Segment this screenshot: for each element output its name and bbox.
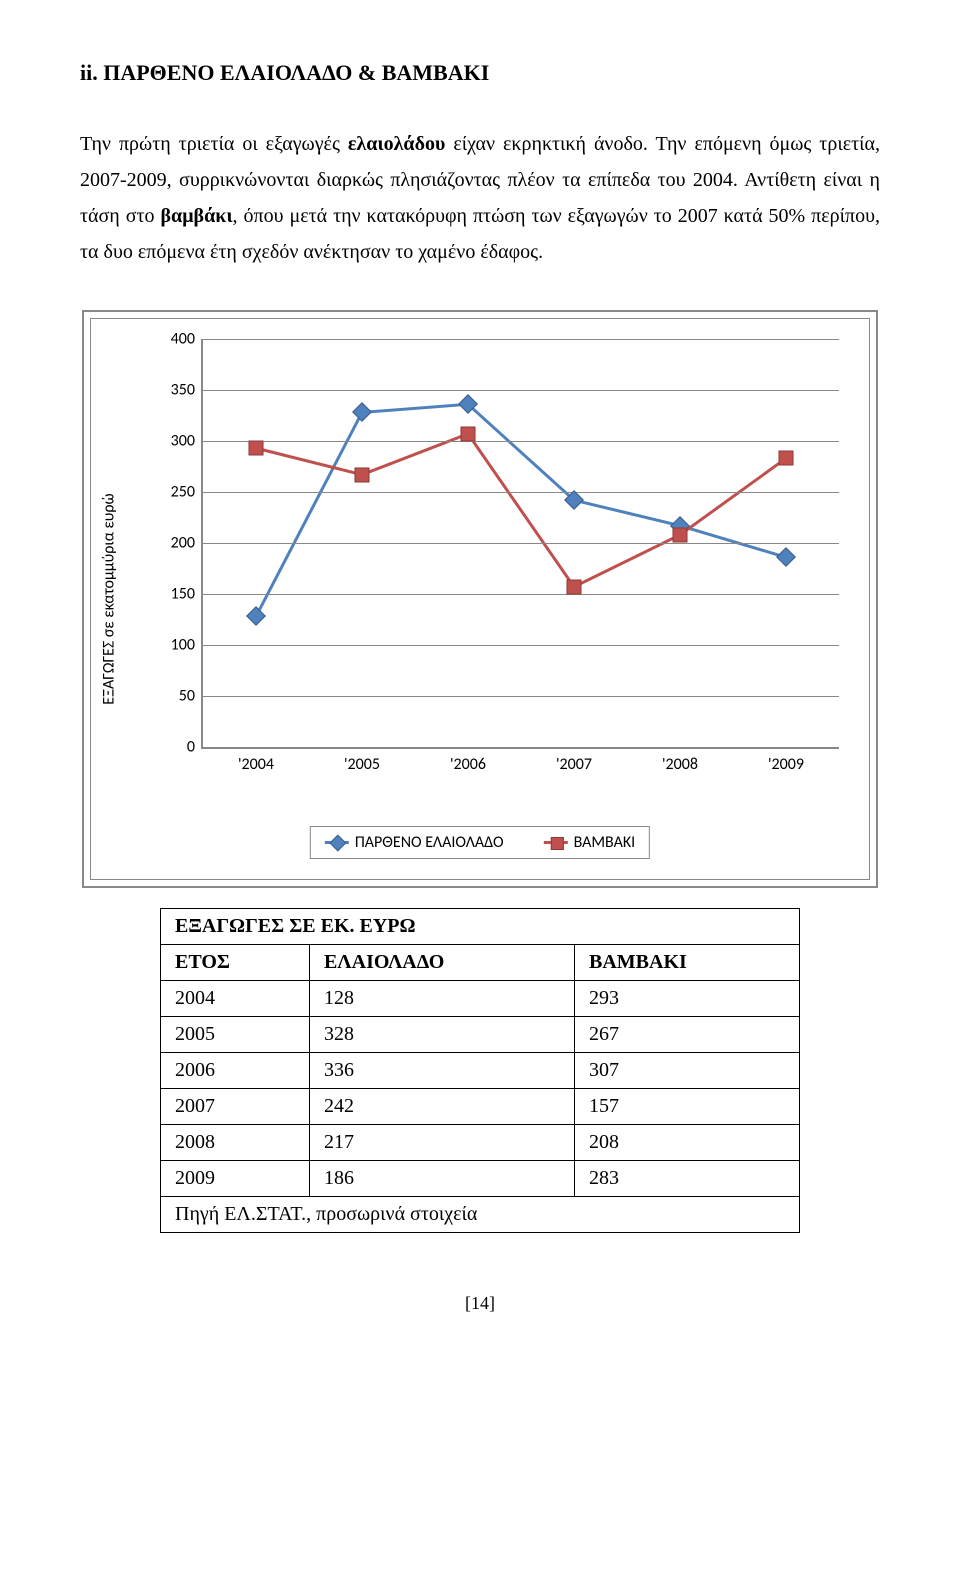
cell-olive-oil: 186: [309, 1161, 574, 1197]
legend-label-olive-oil: ΠΑΡΘΕΝΟ ΕΛΑΙΟΛΑΔΟ: [355, 833, 504, 852]
cell-cotton: 283: [575, 1161, 800, 1197]
cell-cotton: 157: [575, 1089, 800, 1125]
table-source-row: Πηγή ΕΛ.ΣΤΑΤ., προσωρινά στοιχεία: [161, 1197, 800, 1233]
cell-olive-oil: 217: [309, 1125, 574, 1161]
para-bold-1: ελαιολάδου: [348, 133, 445, 155]
table-header-olive-oil: ΕΛΑΙΟΛΑΔΟ: [309, 945, 574, 981]
data-table: ΕΞΑΓΩΓΕΣ ΣΕ ΕΚ. ΕΥΡΩ ΕΤΟΣ ΕΛΑΙΟΛΑΔΟ ΒΑΜΒ…: [160, 908, 800, 1233]
cell-cotton: 293: [575, 981, 800, 1017]
cell-year: 2007: [161, 1089, 310, 1125]
x-tick-label: '2008: [662, 747, 698, 774]
cell-year: 2004: [161, 981, 310, 1017]
table-title: ΕΞΑΓΩΓΕΣ ΣΕ ΕΚ. ΕΥΡΩ: [161, 909, 800, 945]
table-row: 2008217208: [161, 1125, 800, 1161]
y-tick-label: 250: [171, 483, 203, 502]
data-point-cotton: [249, 441, 264, 456]
table-header-year: ΕΤΟΣ: [161, 945, 310, 981]
table-row: 2005328267: [161, 1017, 800, 1053]
y-tick-label: 200: [171, 534, 203, 553]
y-tick-label: 400: [171, 330, 203, 349]
x-tick-label: '2005: [344, 747, 380, 774]
data-point-cotton: [779, 451, 794, 466]
y-tick-label: 300: [171, 432, 203, 451]
table-row: 2007242157: [161, 1089, 800, 1125]
cell-olive-oil: 328: [309, 1017, 574, 1053]
data-point-cotton: [673, 527, 688, 542]
legend-marker-olive-oil: [325, 841, 349, 844]
cell-olive-oil: 128: [309, 981, 574, 1017]
table-row: 2009186283: [161, 1161, 800, 1197]
chart-inner: ΕΞΑΓΩΓΕΣ σε εκατομμύρια ευρώ 05010015020…: [90, 318, 870, 880]
cell-olive-oil: 336: [309, 1053, 574, 1089]
cell-cotton: 307: [575, 1053, 800, 1089]
y-tick-label: 50: [179, 687, 203, 706]
body-paragraph: Την πρώτη τριετία οι εξαγωγές ελαιολάδου…: [80, 126, 880, 270]
page-number: [14]: [80, 1293, 880, 1314]
table-header-cotton: ΒΑΜΒΑΚΙ: [575, 945, 800, 981]
cell-olive-oil: 242: [309, 1089, 574, 1125]
legend-item-olive-oil: ΠΑΡΘΕΝΟ ΕΛΑΙΟΛΑΔΟ: [325, 833, 504, 852]
table-source: Πηγή ΕΛ.ΣΤΑΤ., προσωρινά στοιχεία: [161, 1197, 800, 1233]
chart-container: ΕΞΑΓΩΓΕΣ σε εκατομμύρια ευρώ 05010015020…: [82, 310, 878, 888]
legend-label-cotton: ΒΑΜΒΑΚΙ: [574, 833, 636, 852]
legend-marker-cotton: [544, 841, 568, 844]
table-row: 2006336307: [161, 1053, 800, 1089]
y-axis-label: ΕΞΑΓΩΓΕΣ σε εκατομμύρια ευρώ: [100, 493, 119, 704]
para-bold-2: βαμβάκι: [161, 205, 233, 227]
data-point-cotton: [355, 467, 370, 482]
x-tick-label: '2004: [238, 747, 274, 774]
plot-area: 050100150200250300350400'2004'2005'2006'…: [201, 339, 839, 749]
data-point-cotton: [567, 579, 582, 594]
chart-legend: ΠΑΡΘΕΝΟ ΕΛΑΙΟΛΑΔΟ ΒΑΜΒΑΚΙ: [310, 826, 650, 859]
y-tick-label: 0: [187, 738, 203, 757]
x-tick-label: '2009: [768, 747, 804, 774]
data-point-cotton: [461, 426, 476, 441]
cell-year: 2009: [161, 1161, 310, 1197]
y-tick-label: 350: [171, 381, 203, 400]
legend-item-cotton: ΒΑΜΒΑΚΙ: [544, 833, 636, 852]
section-heading: ii. ΠΑΡΘΕΝΟ ΕΛΑΙΟΛΑΔΟ & ΒΑΜΒΑΚΙ: [80, 60, 880, 86]
cell-year: 2008: [161, 1125, 310, 1161]
cell-cotton: 267: [575, 1017, 800, 1053]
x-tick-label: '2007: [556, 747, 592, 774]
table-header-row: ΕΤΟΣ ΕΛΑΙΟΛΑΔΟ ΒΑΜΒΑΚΙ: [161, 945, 800, 981]
cell-year: 2005: [161, 1017, 310, 1053]
para-text-1: Την πρώτη τριετία οι εξαγωγές: [80, 133, 348, 155]
table-row: 2004128293: [161, 981, 800, 1017]
y-tick-label: 150: [171, 585, 203, 604]
cell-cotton: 208: [575, 1125, 800, 1161]
y-tick-label: 100: [171, 636, 203, 655]
x-tick-label: '2006: [450, 747, 486, 774]
cell-year: 2006: [161, 1053, 310, 1089]
